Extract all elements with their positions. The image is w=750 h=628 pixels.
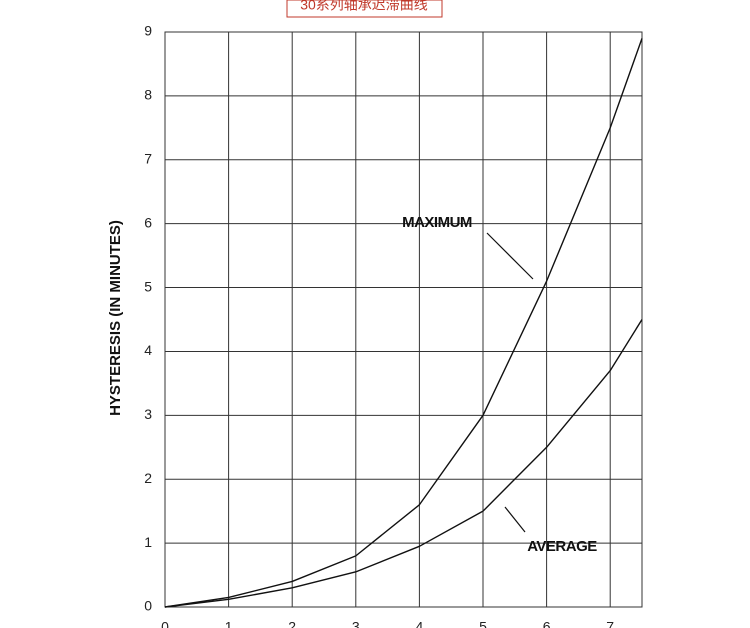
leader-line — [486, 232, 534, 280]
series-label: MAXIMUM — [402, 214, 472, 231]
leader-line — [504, 506, 526, 533]
series-label: AVERAGE — [527, 538, 597, 555]
x-tick-label: 2 — [288, 619, 296, 628]
series-line — [164, 319, 643, 608]
y-tick-label: 0 — [144, 598, 152, 614]
chart-title: 30系列轴承迟滞曲线 — [300, 0, 428, 13]
x-tick-label: 5 — [479, 619, 487, 628]
x-tick-label: 6 — [543, 619, 551, 628]
y-tick-label: 5 — [144, 278, 152, 294]
x-tick-label: 1 — [225, 619, 233, 628]
y-tick-label: 6 — [144, 214, 152, 230]
x-tick-label: 0 — [161, 619, 169, 628]
series-line — [164, 38, 643, 608]
x-tick-label: 7 — [606, 619, 614, 628]
x-tick-label: 3 — [352, 619, 360, 628]
y-tick-label: 3 — [144, 406, 152, 422]
x-tick-label: 4 — [416, 619, 424, 628]
y-tick-label: 7 — [144, 150, 152, 166]
title-box — [286, 0, 443, 18]
y-tick-label: 4 — [144, 342, 152, 358]
y-tick-label: 9 — [144, 23, 152, 39]
y-tick-label: 1 — [144, 534, 152, 550]
plot-frame — [164, 31, 643, 608]
y-axis-label: HYSTERESIS (IN MINUTES) — [107, 220, 124, 416]
y-tick-label: 8 — [144, 87, 152, 103]
y-tick-label: 2 — [144, 470, 152, 486]
